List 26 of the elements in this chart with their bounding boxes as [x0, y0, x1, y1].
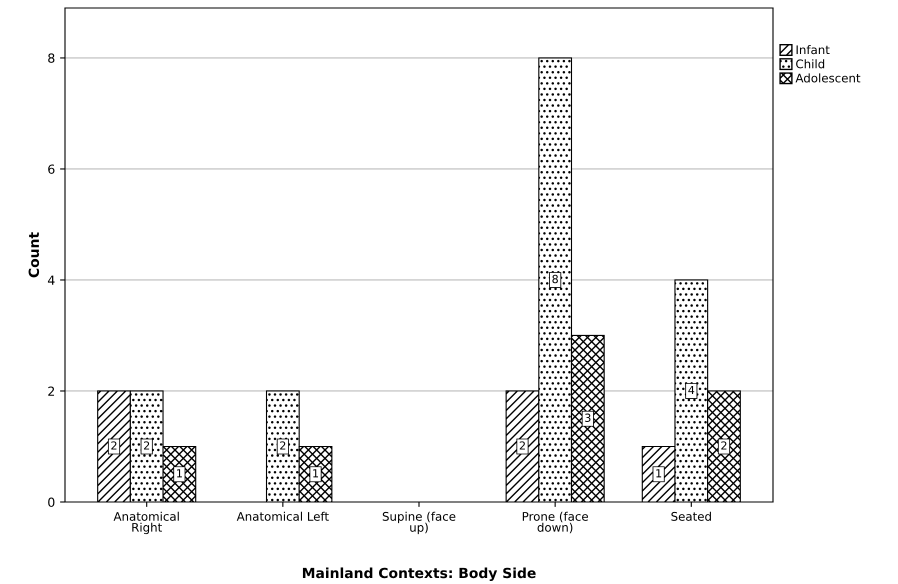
x-tick-label: Anatomical Left	[236, 512, 329, 521]
x-tick-label: Supine (face up)	[382, 512, 456, 534]
data-label: 1	[177, 469, 182, 478]
legend-label: Adolescent	[796, 73, 860, 83]
y-tick-label: 4	[48, 276, 55, 285]
x-tick-label: Anatomical Right	[114, 512, 179, 534]
legend-label: Infant	[796, 45, 830, 54]
y-tick-label: 2	[48, 386, 54, 396]
data-label: 4	[688, 386, 694, 394]
y-axis-title: Count	[28, 232, 40, 278]
data-label: 2	[280, 441, 286, 450]
data-label: 1	[313, 469, 318, 478]
y-tick-label: 8	[48, 53, 54, 63]
data-label: 2	[721, 441, 726, 450]
legend-label: Child	[796, 59, 824, 68]
data-label: 3	[585, 414, 590, 422]
data-label: 2	[111, 441, 116, 450]
data-label: 2	[144, 441, 150, 450]
data-label: 8	[552, 274, 558, 284]
x-tick-label: Seated	[671, 512, 711, 521]
x-tick-label: Prone (face down)	[522, 512, 588, 534]
data-label: 1	[656, 469, 662, 478]
y-tick-label: 6	[48, 164, 54, 174]
y-tick-label: 0	[48, 497, 54, 507]
x-axis-title: Mainland Contexts: Body Side	[302, 567, 536, 582]
data-label: 2	[520, 441, 525, 450]
